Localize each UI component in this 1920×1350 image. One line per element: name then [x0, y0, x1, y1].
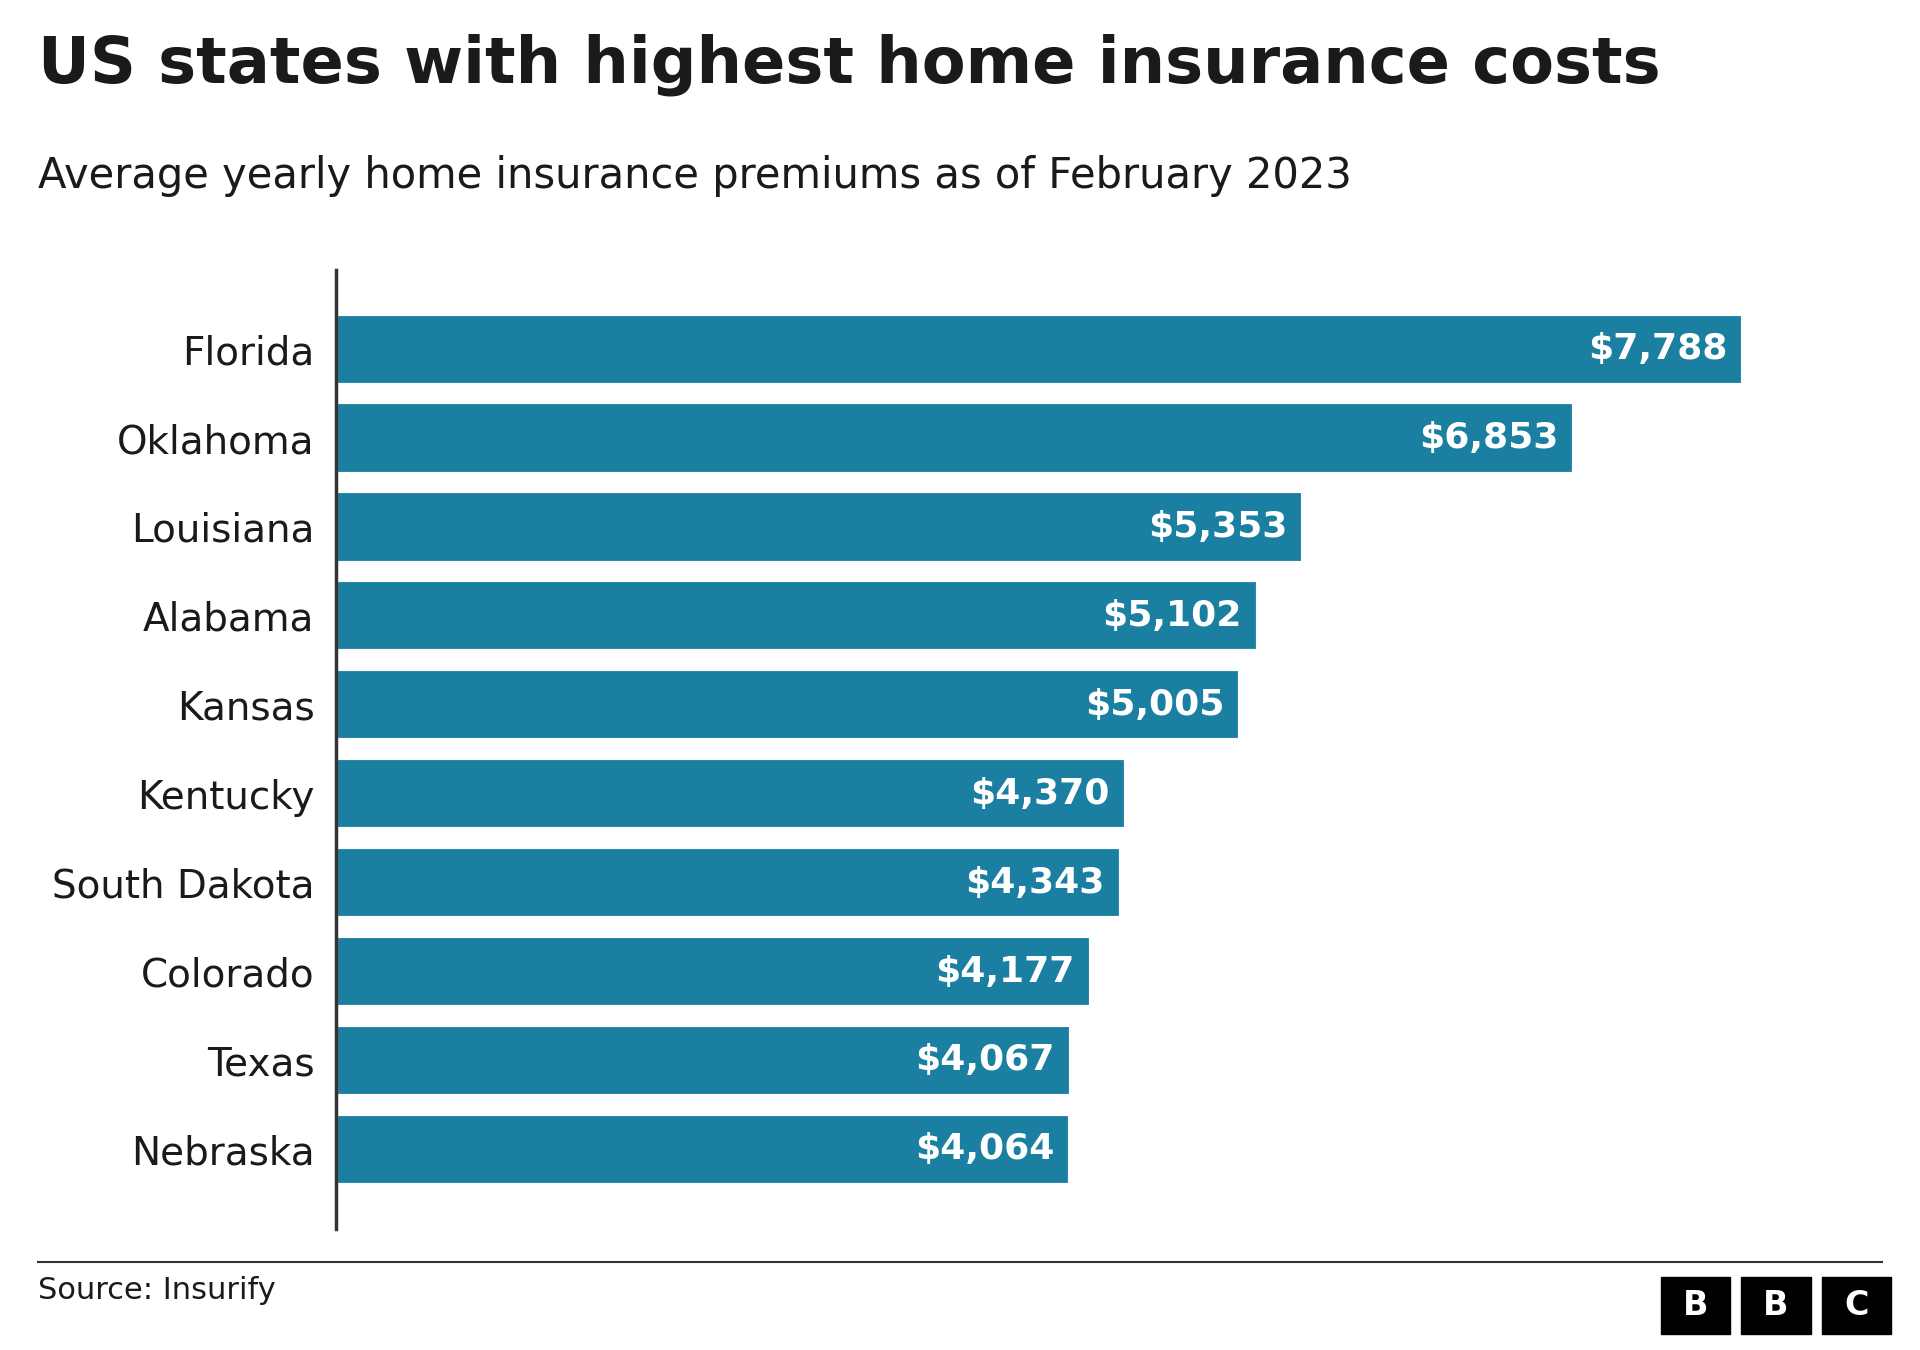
- Text: $5,353: $5,353: [1148, 510, 1286, 544]
- Text: US states with highest home insurance costs: US states with highest home insurance co…: [38, 34, 1661, 96]
- Text: Source: Insurify: Source: Insurify: [38, 1276, 276, 1304]
- Bar: [336, 491, 1304, 563]
- Bar: [336, 402, 1574, 474]
- Text: $5,005: $5,005: [1085, 687, 1225, 722]
- Bar: [336, 580, 1258, 652]
- Text: $4,064: $4,064: [914, 1133, 1054, 1166]
- Text: $4,343: $4,343: [966, 865, 1104, 899]
- Bar: [336, 936, 1091, 1007]
- Text: $4,370: $4,370: [970, 776, 1110, 811]
- Bar: [336, 846, 1121, 918]
- Bar: [336, 1114, 1069, 1185]
- Text: $4,067: $4,067: [916, 1044, 1054, 1077]
- Text: Average yearly home insurance premiums as of February 2023: Average yearly home insurance premiums a…: [38, 155, 1352, 197]
- Text: C: C: [1845, 1289, 1868, 1322]
- Text: $6,853: $6,853: [1419, 421, 1559, 455]
- Bar: [336, 670, 1240, 740]
- Bar: [336, 759, 1125, 829]
- Bar: [336, 1025, 1071, 1096]
- Text: $5,102: $5,102: [1102, 599, 1242, 633]
- Text: B: B: [1763, 1289, 1789, 1322]
- Text: $7,788: $7,788: [1588, 332, 1728, 366]
- Bar: [336, 313, 1743, 385]
- Text: B: B: [1682, 1289, 1709, 1322]
- Text: $4,177: $4,177: [935, 954, 1075, 988]
